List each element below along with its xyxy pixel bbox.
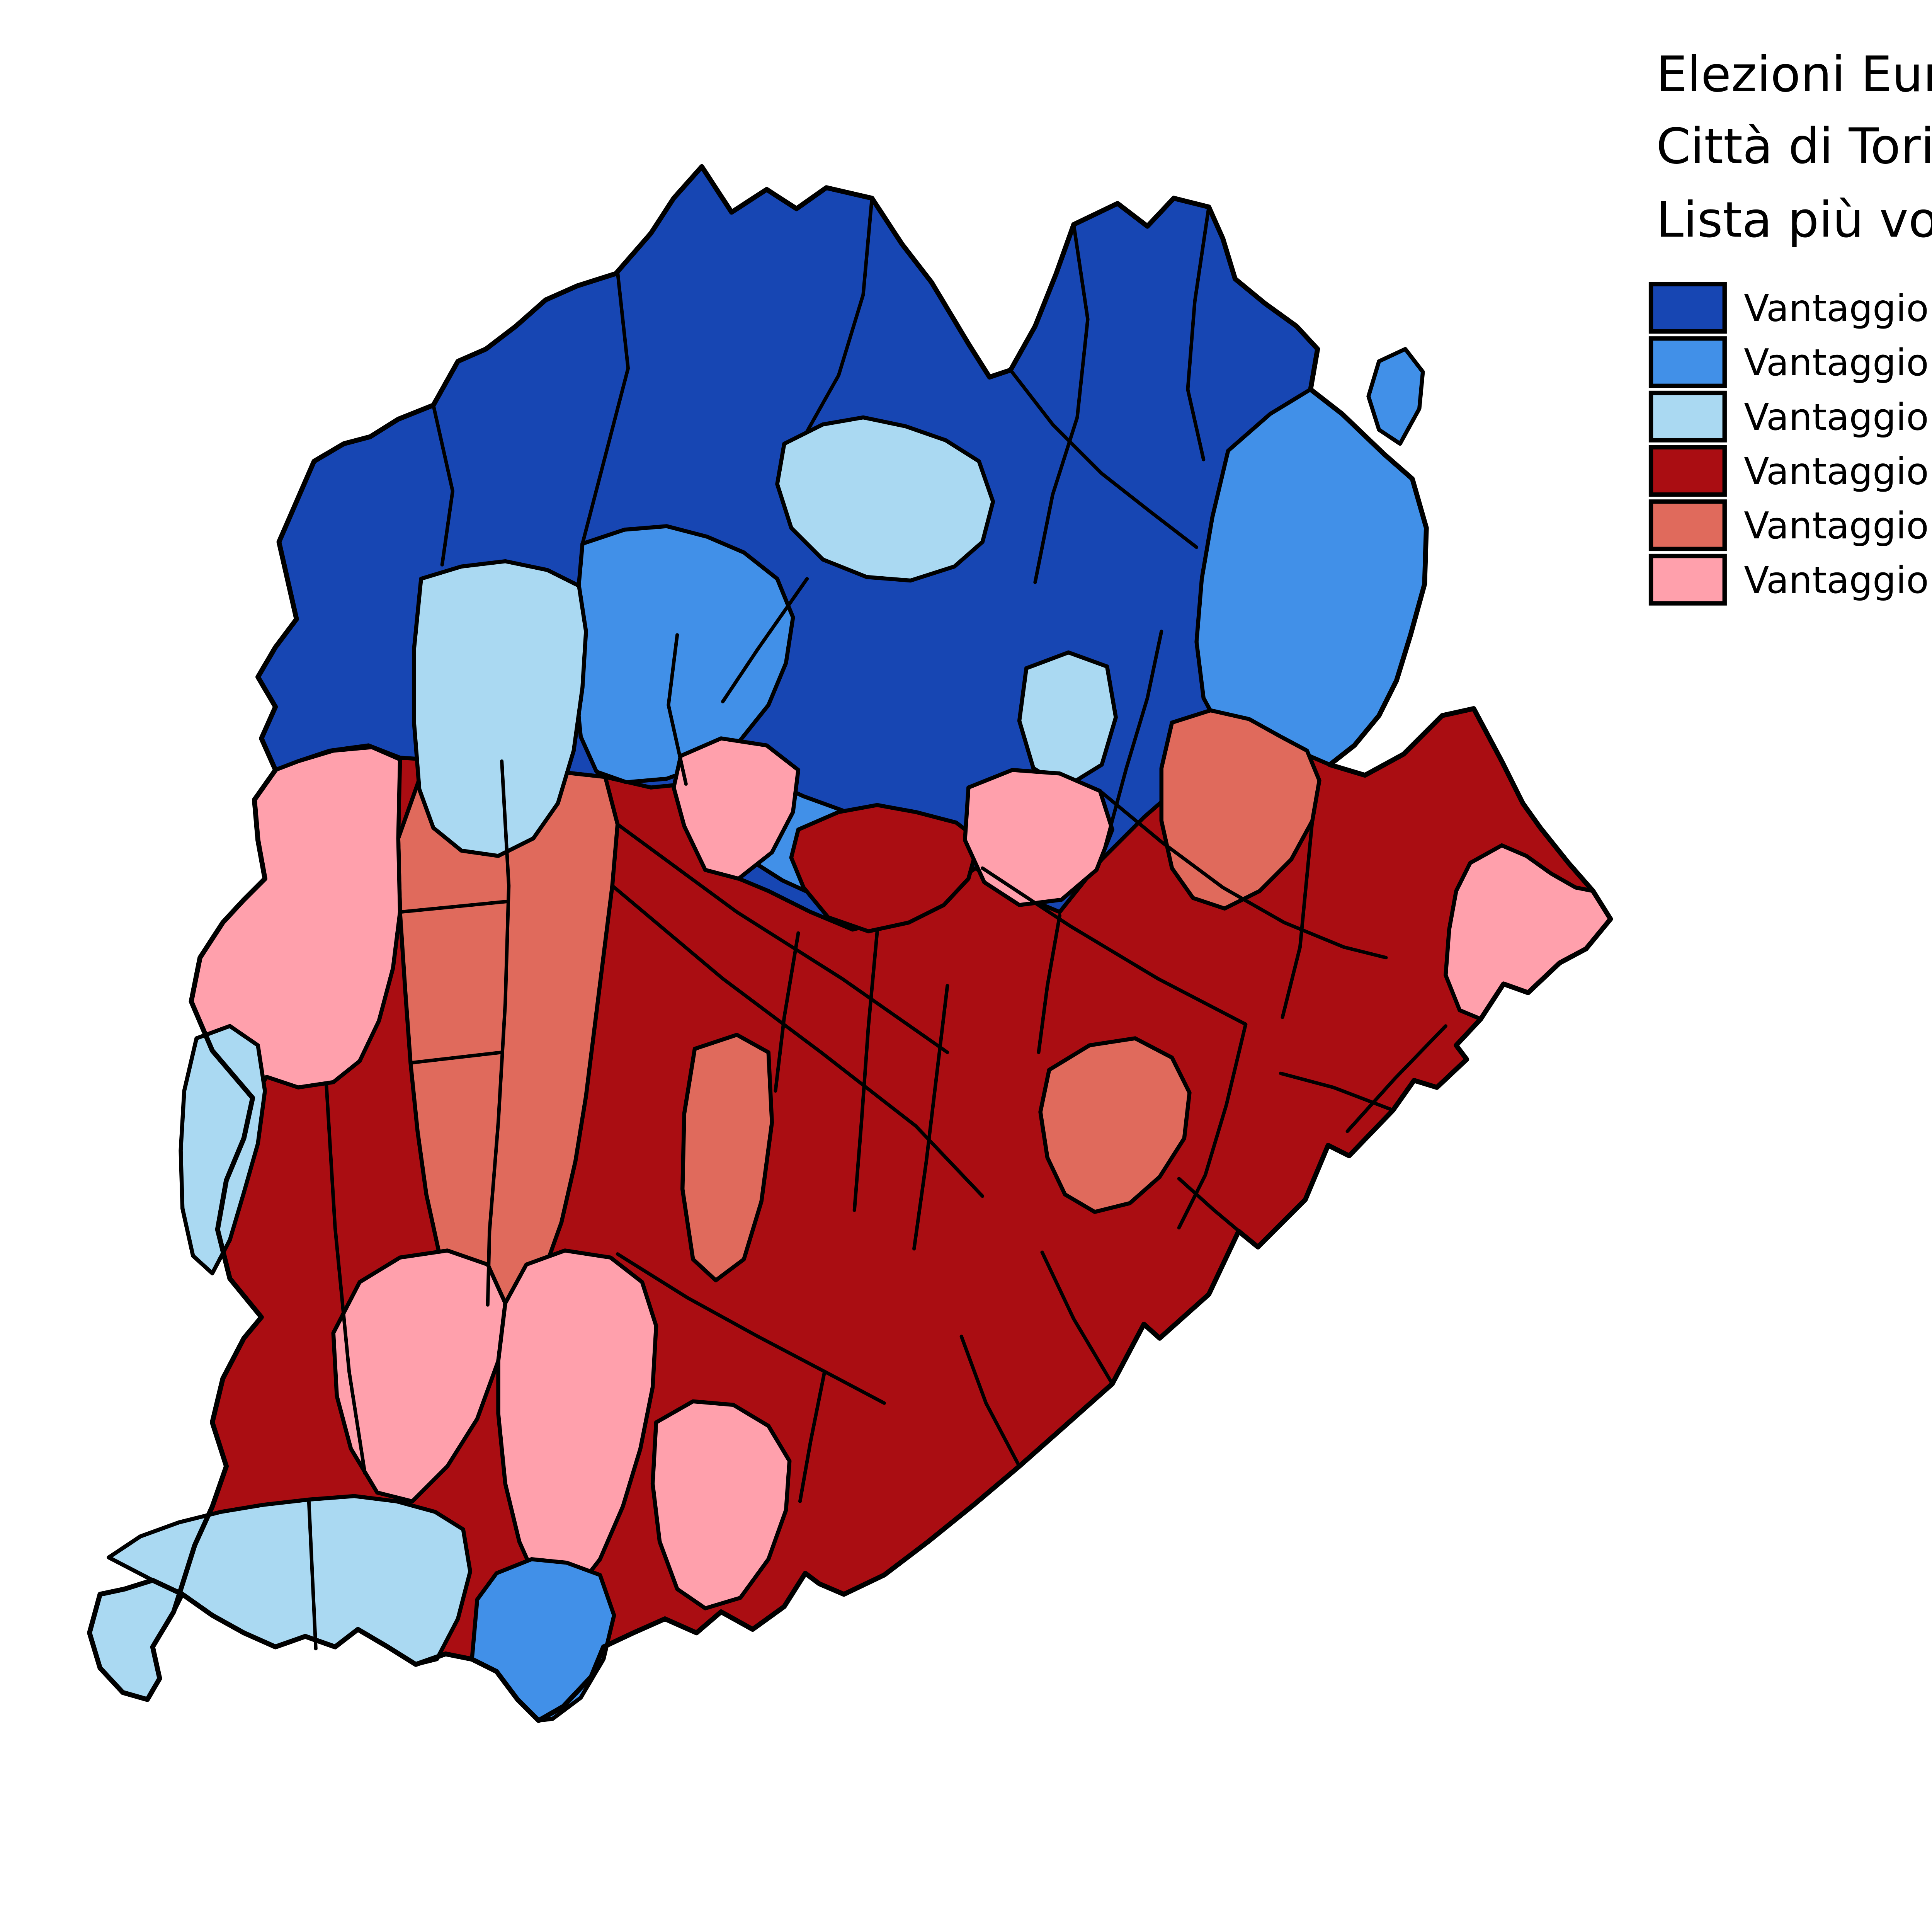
district-border-line	[616, 1252, 886, 1405]
district-border-line	[805, 196, 874, 433]
district-border-line	[981, 866, 1248, 1026]
region-centerwest-intermedio-lega	[573, 524, 795, 785]
region-south-mirafiori-intermedio-lega	[470, 1557, 616, 1723]
district-border-line	[1037, 914, 1061, 1054]
region-southeast-island-intermedio-pd	[1038, 1036, 1192, 1214]
district-border-line	[307, 1498, 318, 1651]
district-border-line	[408, 1050, 504, 1065]
district-border-line	[721, 577, 809, 703]
district-border-line	[611, 884, 985, 1198]
district-border-line	[1009, 368, 1199, 549]
legend-label-intermedio-pd: Vantaggio intermedio PD	[1744, 505, 1932, 547]
district-border-line	[1177, 1022, 1248, 1230]
region-center-northeast-lieve-pd	[963, 768, 1114, 907]
legend-label-intermedio-lega: Vantaggio intermedio Lega	[1744, 342, 1932, 384]
map	[87, 164, 1613, 1723]
region-north-central-lieve-lega	[775, 415, 995, 583]
district-border-line	[398, 899, 509, 914]
district-border-line	[1345, 1024, 1447, 1133]
city-outline	[87, 164, 1613, 1723]
region-west-parella-lieve-lega	[412, 559, 588, 858]
district-border-line	[616, 822, 949, 1054]
district-border-line	[431, 403, 454, 567]
district-border-line	[324, 1082, 367, 1475]
title-line-3: Lista più votata	[1656, 191, 1932, 249]
legend-swatch-netto-pd	[1648, 445, 1727, 497]
district-border-line	[774, 931, 800, 1093]
district-border-line	[1279, 1071, 1395, 1112]
district-border-line	[1033, 223, 1090, 584]
region-south-pink-2-lieve-pd	[496, 1248, 658, 1600]
legend-swatch-lieve-lega	[1648, 390, 1727, 443]
district-border-line	[959, 1335, 1021, 1468]
district-border-line	[1040, 1250, 1114, 1386]
title-block: Elezioni Europee 2019 Città di Torino Li…	[1656, 46, 1932, 249]
district-border-line	[798, 1370, 827, 1503]
region-southwest-lieve-lega	[87, 1494, 473, 1702]
title-line-2: Città di Torino	[1656, 117, 1932, 175]
district-border-line	[1100, 630, 1163, 861]
region-campidoglio-lieve-pd	[672, 736, 801, 881]
legend: Vantaggio netto Lega Vantaggio intermedi…	[1648, 282, 1932, 606]
legend-label-lieve-lega: Vantaggio lieve Lega	[1744, 396, 1932, 439]
district-border-line	[912, 984, 949, 1251]
legend-label-lieve-pd: Vantaggio lieve PD	[1744, 559, 1932, 602]
legend-swatch-netto-lega	[1648, 282, 1727, 334]
legend-swatch-lieve-pd	[1648, 553, 1727, 606]
district-border-line	[1281, 819, 1314, 1019]
district-border-lines	[307, 196, 1447, 1651]
legend-swatch-intermedio-lega	[1648, 336, 1727, 388]
district-border-line	[1098, 789, 1388, 960]
district-border-line	[486, 759, 511, 1307]
district-border-line	[580, 270, 630, 546]
district-border-line	[667, 633, 688, 786]
legend-swatch-intermedio-pd	[1648, 499, 1727, 552]
legend-label-netto-pd: Vantaggio netto PD	[1744, 451, 1932, 493]
region-southcenter-strip-intermedio-pd	[680, 1033, 774, 1282]
region-vanchiglia-lieve-lega	[1017, 650, 1118, 790]
legend-label-netto-lega: Vantaggio netto Lega	[1744, 287, 1932, 330]
region-south-pink-3-lieve-pd	[650, 1399, 792, 1611]
district-border-line	[1186, 205, 1211, 461]
region-northeast-intermedio-lega	[1194, 387, 1429, 767]
district-border-line	[852, 930, 879, 1212]
region-south-pink-1-lieve-pd	[331, 1248, 507, 1503]
region-island-intermedio-lega	[1366, 347, 1425, 446]
title-line-1: Elezioni Europee 2019	[1656, 46, 1932, 103]
